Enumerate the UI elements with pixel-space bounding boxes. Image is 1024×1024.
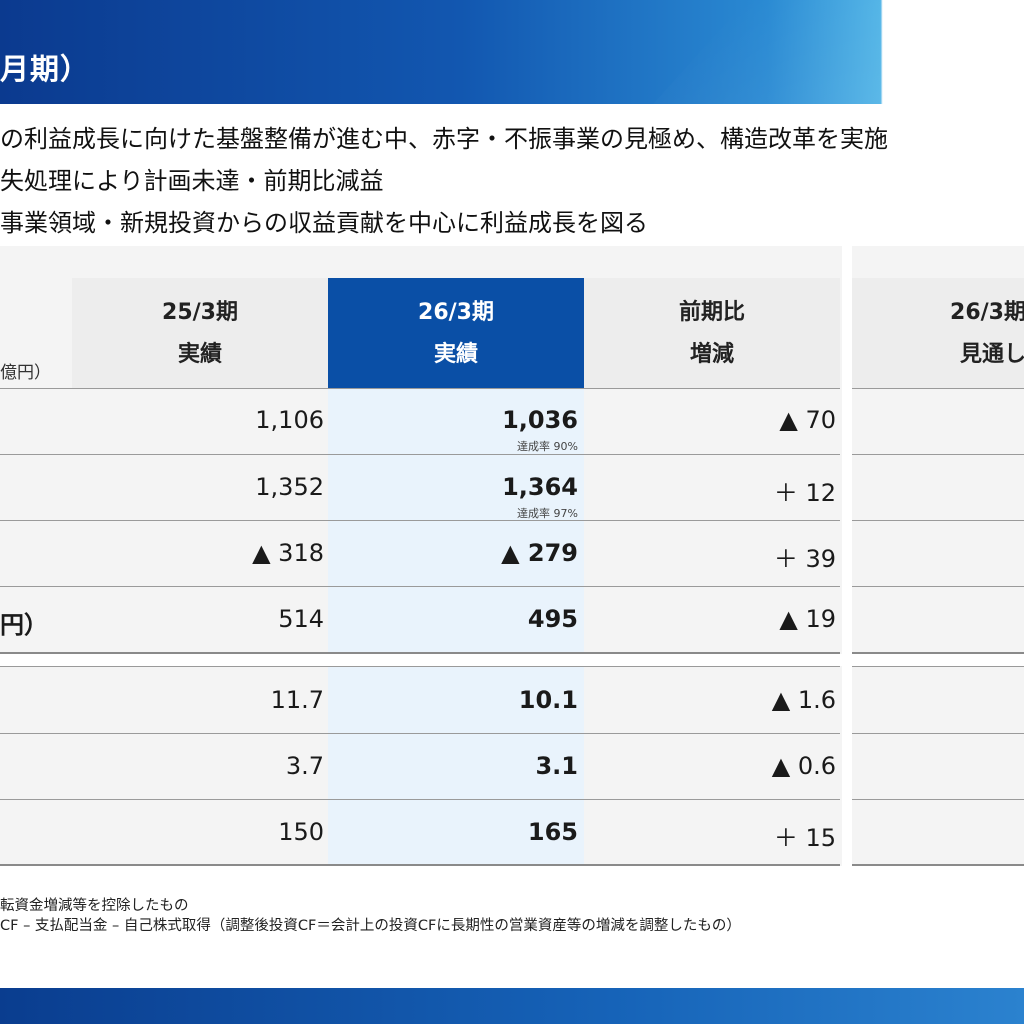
header-line: 26/3期 — [950, 300, 1024, 325]
cell-diff: ＋ 12 — [773, 479, 836, 507]
page-title: 月期） — [0, 52, 91, 86]
cell-diff: ＋ 15 — [773, 824, 836, 852]
section-divider — [0, 652, 840, 654]
header-line: 25/3期 — [162, 300, 238, 325]
row-divider — [852, 733, 1024, 734]
header-line: 実績 — [433, 342, 478, 367]
column-header-outlook: 26/3期 見通し — [852, 278, 1024, 388]
header-line: 前期比 — [678, 300, 745, 325]
cell-prev: ▲ 318 — [252, 539, 324, 567]
cell-prev: 11.7 — [270, 686, 324, 714]
row-divider — [0, 666, 840, 667]
cell-current: 495 — [527, 605, 578, 633]
cell-current: ▲ 279 — [501, 539, 578, 567]
cell-diff: ▲ 0.6 — [771, 752, 836, 780]
header-line: 実績 — [177, 342, 222, 367]
row-divider — [852, 520, 1024, 521]
cell-prev: 3.7 — [285, 752, 324, 780]
row-divider — [0, 733, 840, 734]
row-divider — [852, 799, 1024, 800]
section-gap — [0, 654, 1024, 666]
row-divider — [0, 520, 840, 521]
bullet-item: 失処理により計画未達・前期比減益 — [0, 167, 384, 195]
row-divider — [852, 388, 1024, 389]
cell-diff: ＋ 39 — [773, 545, 836, 573]
row-divider — [0, 388, 840, 389]
cell-current: 3.1 — [535, 752, 578, 780]
bullet-item: 事業領域・新規投資からの収益貢献を中心に利益成長を図る — [0, 209, 648, 237]
cell-current: 165 — [527, 818, 578, 846]
table-bottom-border — [852, 864, 1024, 866]
cell-diff: ▲ 70 — [779, 406, 836, 434]
footnote: 転資金増減等を控除したもの — [0, 898, 189, 914]
unit-label: 億円） — [0, 363, 51, 383]
summary-bullets: の利益成長に向けた基盤整備が進む中、赤字・不振事業の見極め、構造改革を実施 失処… — [0, 118, 1024, 244]
cell-prev: 514 — [278, 605, 324, 633]
row-divider — [852, 454, 1024, 455]
cell-prev: 1,106 — [255, 406, 324, 434]
row-divider — [0, 799, 840, 800]
column-header-current: 26/3期 実績 — [328, 278, 584, 388]
achievement-rate: 達成率 97% — [517, 507, 578, 520]
cell-diff: ▲ 19 — [779, 605, 836, 633]
bullet-item: の利益成長に向けた基盤整備が進む中、赤字・不振事業の見極め、構造改革を実施 — [0, 125, 888, 153]
column-header-prev: 25/3期 実績 — [72, 278, 328, 388]
footnotes: 転資金増減等を控除したもの CF – 支払配当金 – 自己株式取得（調整後投資C… — [0, 896, 741, 936]
section-divider — [852, 652, 1024, 654]
cell-diff: ▲ 1.6 — [771, 686, 836, 714]
column-separator — [842, 246, 852, 866]
achievement-rate: 達成率 90% — [517, 440, 578, 453]
cell-prev: 1,352 — [255, 473, 324, 501]
header-line: 26/3期 — [418, 300, 494, 325]
row-divider — [0, 586, 840, 587]
header-line: 見通し — [959, 342, 1024, 367]
header-banner: 月期） — [0, 0, 1024, 104]
cell-prev: 150 — [278, 818, 324, 846]
table-bottom-gap — [0, 866, 1024, 886]
row-divider — [852, 586, 1024, 587]
column-header-diff: 前期比 増減 — [584, 278, 840, 388]
row-divider — [0, 454, 840, 455]
highlight-column — [328, 388, 584, 866]
header-line: 増減 — [689, 342, 734, 367]
cell-current: 1,036 — [502, 406, 578, 434]
row-label: 円） — [0, 611, 48, 639]
table-bottom-border — [0, 864, 840, 866]
footnote: CF – 支払配当金 – 自己株式取得（調整後投資CF＝会計上の投資CFに長期性… — [0, 918, 741, 934]
cell-current: 10.1 — [518, 686, 578, 714]
outlook-column-body — [852, 388, 1024, 866]
footer-bar — [0, 988, 1024, 1024]
row-divider — [852, 666, 1024, 667]
cell-current: 1,364 — [502, 473, 578, 501]
